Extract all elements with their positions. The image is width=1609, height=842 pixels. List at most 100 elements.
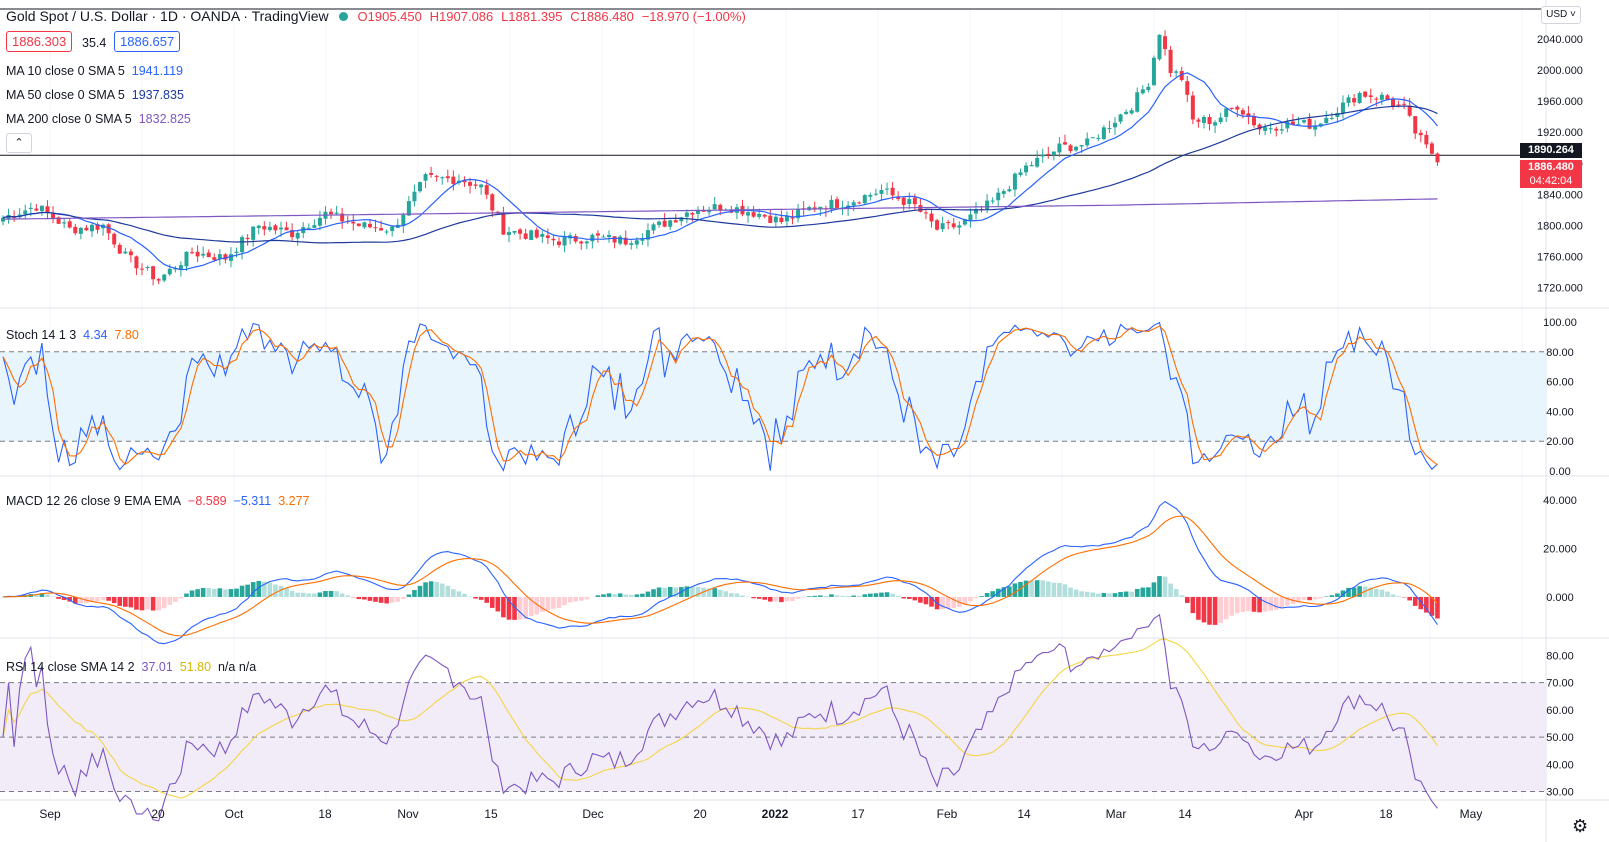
candle-body: [1318, 123, 1323, 127]
macd-histogram-bar: [445, 585, 451, 597]
macd-histogram-bar: [1235, 596, 1240, 614]
macd-tick-label: 0.000: [1546, 592, 1574, 604]
macd-histogram-bar: [384, 596, 389, 604]
stoch-tick-label: 40.00: [1546, 406, 1574, 418]
ma10-line: [2, 72, 1438, 271]
candle-body: [518, 229, 523, 234]
candle-body: [1257, 124, 1262, 130]
price-tick-label: 1800.000: [1537, 220, 1583, 232]
macd-histogram-bar: [806, 596, 812, 597]
macd-histogram-bar: [211, 588, 217, 597]
macd-legend[interactable]: MACD 12 26 close 9 EMA EMA −8.589 −5.311…: [6, 494, 310, 508]
candle-body: [607, 234, 612, 238]
macd-histogram-bar: [1173, 589, 1179, 597]
rsi-tick-label: 40.00: [1546, 759, 1574, 771]
macd-histogram-bar: [1229, 596, 1235, 616]
candle-body: [1340, 102, 1345, 114]
collapse-legend-button[interactable]: ⌃: [6, 133, 32, 153]
candle-body: [1413, 116, 1418, 134]
macd-histogram-bar: [1318, 596, 1324, 599]
macd-histogram-bar: [556, 596, 562, 608]
macd-histogram-bar: [1001, 587, 1007, 597]
candle-body: [1263, 127, 1268, 131]
price-tick-label: 1760.000: [1537, 251, 1583, 263]
time-tick-label: Dec: [582, 807, 603, 821]
candle-body: [1229, 107, 1234, 109]
candle-body: [1068, 145, 1073, 152]
rsi-na-1: n/a: [217, 660, 236, 674]
candle-body: [590, 234, 595, 242]
candle-body: [773, 216, 778, 223]
candle-body: [373, 227, 378, 229]
macd-histogram-bar: [818, 595, 823, 597]
candle-body: [95, 224, 100, 230]
stoch-d-line: [2, 325, 1438, 466]
settings-gear-icon[interactable]: ⚙: [1572, 816, 1589, 836]
candle-body: [367, 223, 372, 228]
currency-select[interactable]: USD ˅: [1541, 6, 1581, 24]
macd-histogram-bar: [1329, 595, 1335, 597]
candle-body: [595, 233, 600, 236]
macd-histogram-bar: [740, 595, 745, 597]
candle-body: [418, 182, 422, 192]
macd-histogram-bar: [478, 596, 484, 600]
ma50-legend[interactable]: MA 50 close 0 SMA 5 1937.835: [6, 88, 184, 102]
candle-body: [751, 212, 756, 217]
chevron-down-icon: ˅: [1570, 9, 1576, 20]
macd-histogram-bar: [1257, 596, 1262, 613]
candle-body: [62, 222, 67, 224]
stoch-tick-label: 20.00: [1546, 436, 1574, 448]
candle-body: [1024, 165, 1029, 173]
macd-histogram-bar: [1346, 587, 1351, 597]
candle-body: [1302, 120, 1307, 123]
macd-histogram-bar: [1062, 584, 1068, 597]
candle-body: [334, 212, 339, 214]
macd-histogram-bar: [1045, 581, 1051, 597]
stoch-tick-label: 100.00: [1543, 317, 1577, 329]
ma10-value: 1941.119: [131, 64, 183, 78]
candle-body: [1279, 129, 1284, 131]
macd-histogram-bar: [356, 596, 362, 600]
candle-body: [1285, 121, 1290, 129]
macd-histogram-bar: [139, 596, 145, 611]
ma10-legend[interactable]: MA 10 close 0 SMA 5 1941.119: [6, 64, 183, 78]
macd-histogram-bar: [1218, 596, 1223, 624]
macd-histogram-bar: [540, 596, 545, 612]
time-tick-label: Oct: [225, 807, 244, 821]
stoch-legend[interactable]: Stoch 14 1 3 4.34 7.80: [6, 328, 139, 342]
macd-histogram-bar: [1374, 589, 1379, 597]
candle-body: [1135, 92, 1140, 112]
candle-body: [123, 251, 128, 254]
macd-histogram-bar: [1012, 583, 1018, 597]
macd-histogram-bar: [1040, 580, 1046, 597]
countdown-timer: 04:42:04: [1529, 175, 1573, 187]
macd-histogram-bar: [1212, 596, 1218, 625]
candle-body: [779, 217, 784, 223]
candle-body: [812, 207, 817, 209]
macd-histogram-bar: [89, 596, 95, 602]
candle-body: [434, 175, 439, 177]
candle-body: [651, 224, 656, 231]
buy-price-button[interactable]: 1886.657: [114, 31, 181, 52]
macd-histogram-bar: [334, 591, 339, 597]
macd-histogram-bar: [840, 595, 845, 597]
macd-histogram-bar: [534, 596, 540, 615]
candle-body: [1168, 49, 1173, 74]
macd-histogram-bar: [1429, 596, 1435, 616]
ma50-line: [2, 105, 1438, 244]
candle-body: [451, 176, 456, 184]
rsi-legend[interactable]: RSI 14 close SMA 14 2 37.01 51.80 n/a n/…: [6, 660, 257, 674]
sell-price-button[interactable]: 1886.303: [6, 31, 73, 52]
candle-body: [1235, 106, 1240, 110]
macd-histogram-bar: [940, 596, 945, 610]
macd-histogram-bar: [0, 596, 6, 598]
ma200-legend[interactable]: MA 200 close 0 SMA 5 1832.825: [6, 112, 191, 126]
macd-histogram-bar: [1418, 596, 1424, 610]
candle-body: [1213, 122, 1218, 126]
macd-histogram-bar: [723, 591, 729, 597]
ohlc-low: L1881.395: [501, 9, 563, 24]
candle-body: [1429, 143, 1434, 154]
macd-histogram-bar: [929, 596, 934, 607]
candle-body: [301, 227, 306, 234]
